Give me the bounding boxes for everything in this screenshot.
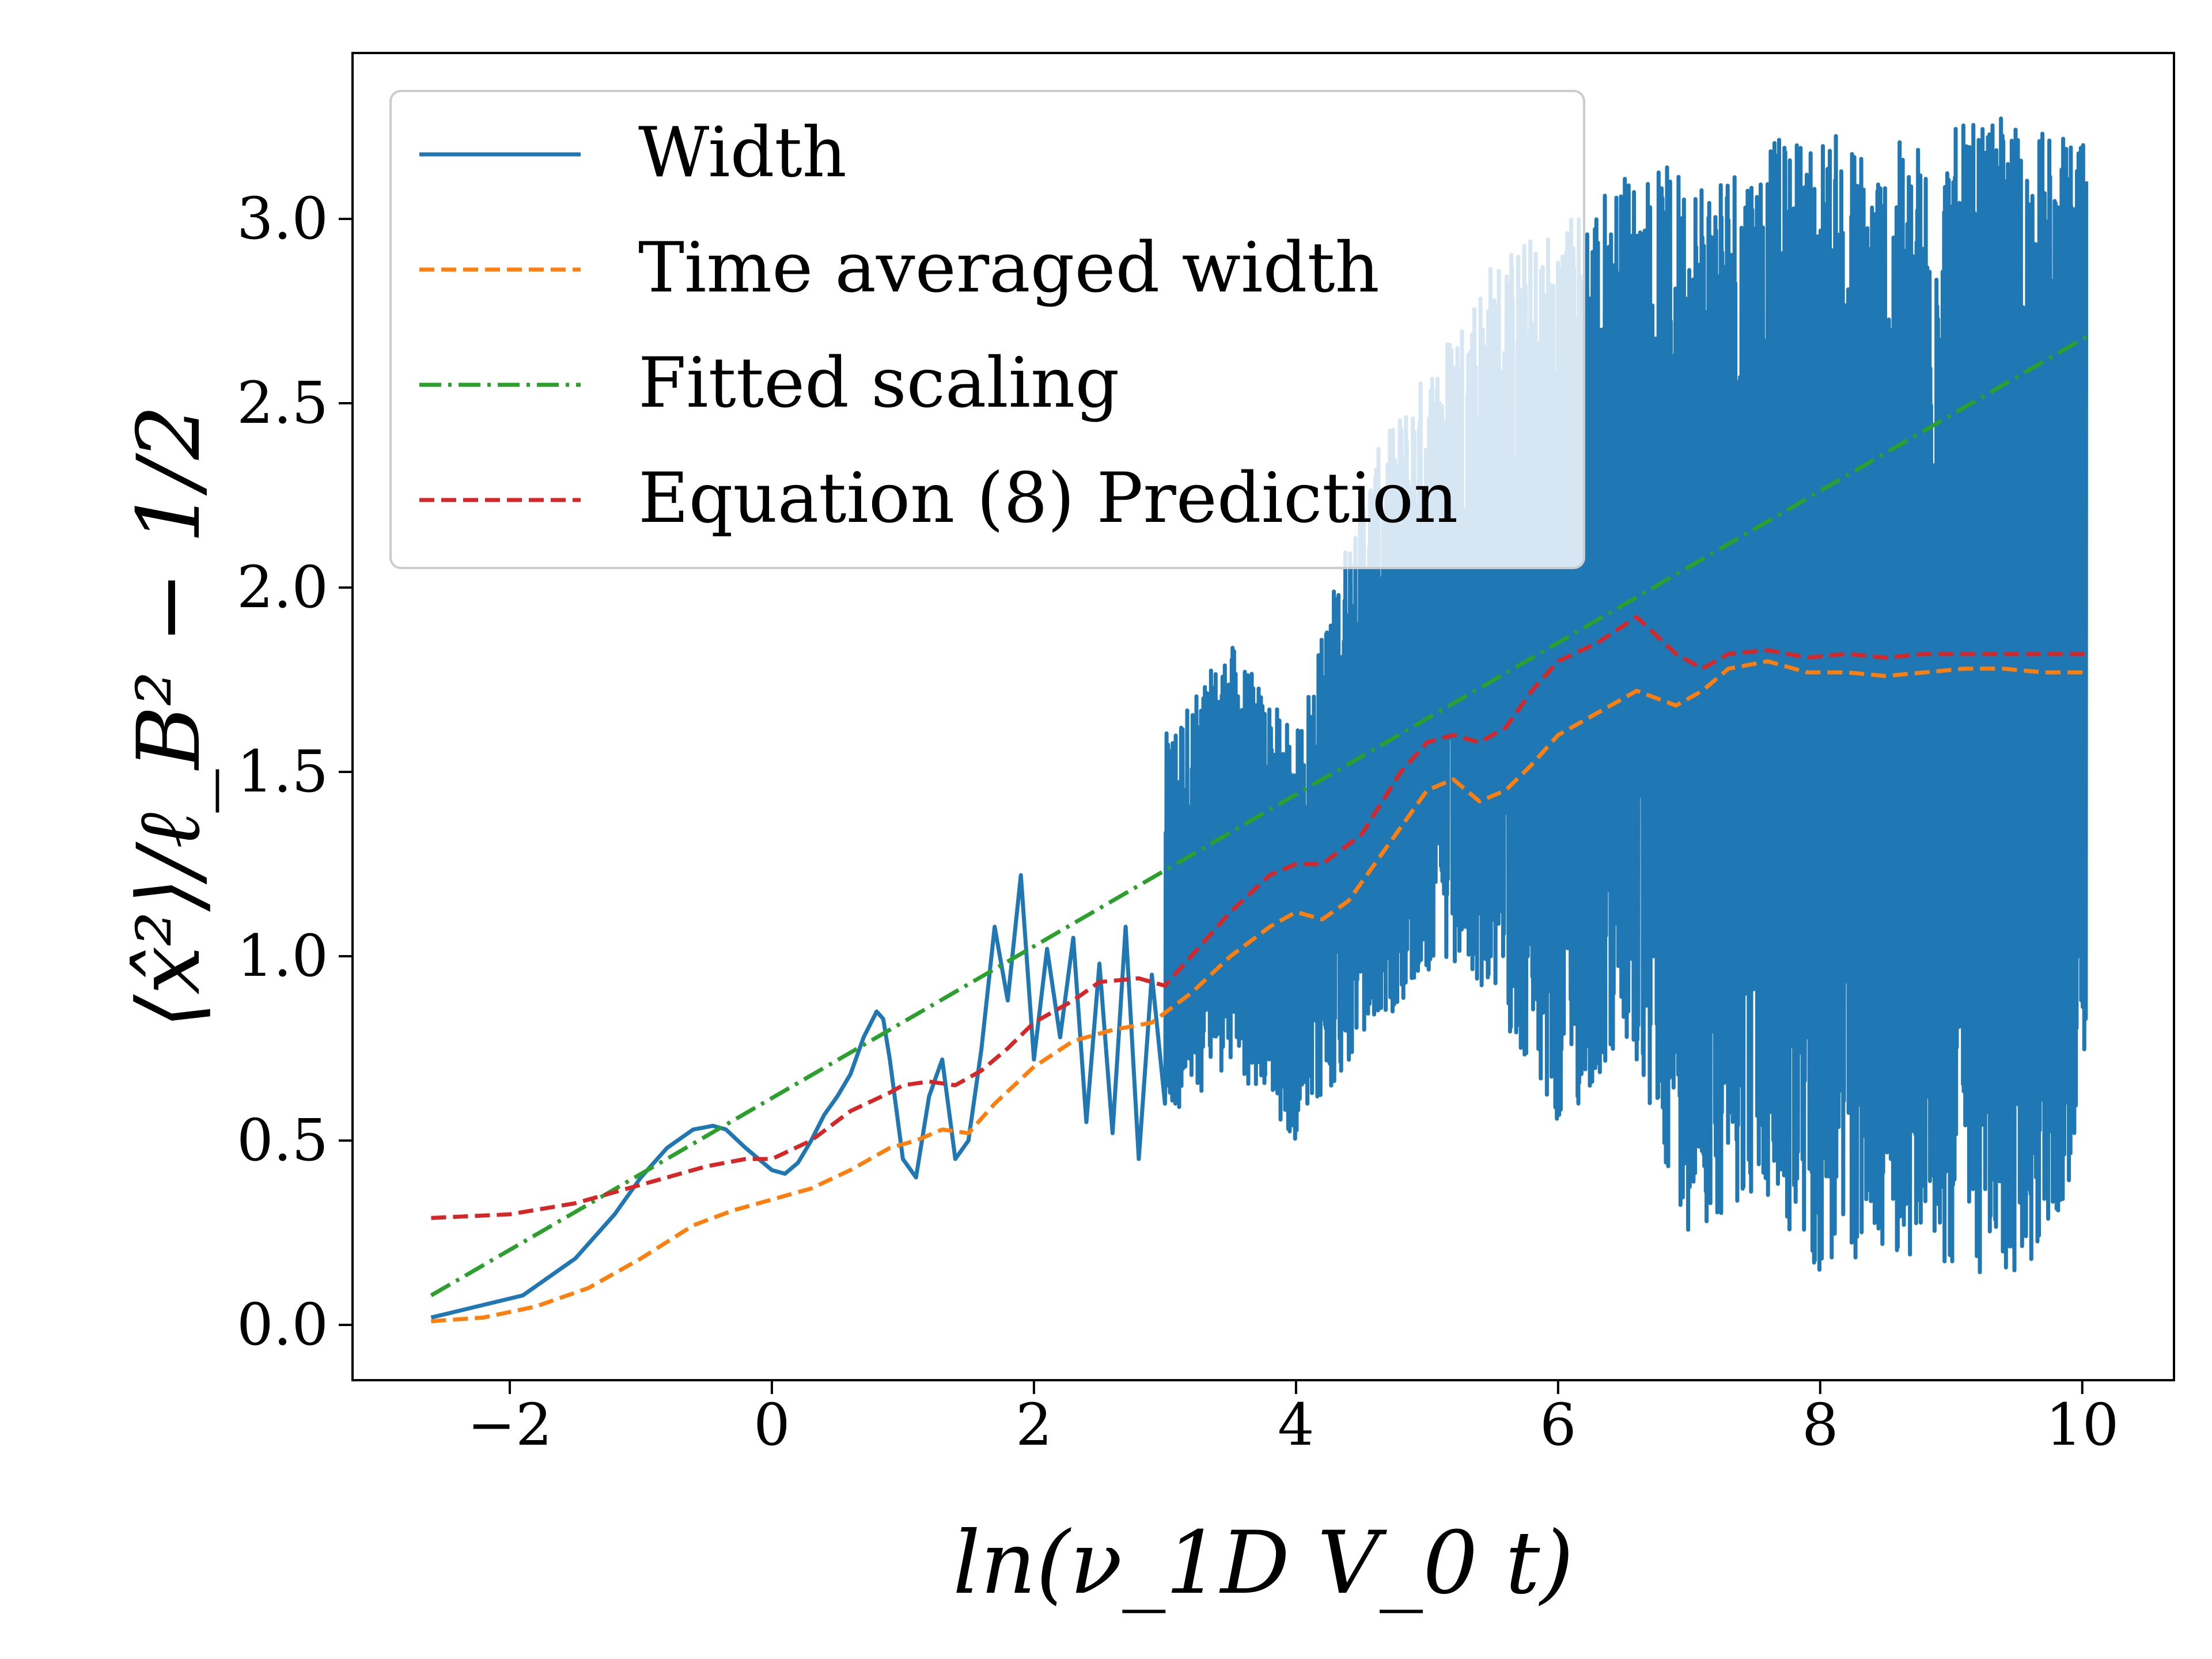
legend-label: Time averaged width	[638, 228, 1380, 308]
x-tick-label: 2	[1016, 1391, 1052, 1459]
series-3	[430, 335, 2088, 1297]
legend: Width Time averaged width Fitted scaling Eq…	[389, 90, 1585, 569]
series-layer	[430, 116, 2089, 1324]
y-tick-label: 1.0	[237, 922, 328, 990]
x-tick-label: 6	[1540, 1391, 1577, 1459]
plot-frame	[351, 52, 2175, 1381]
legend-box	[389, 90, 1585, 569]
x-tick-label: 4	[1278, 1391, 1315, 1459]
series-2	[431, 659, 2086, 1324]
y-tick-label: 1.5	[237, 738, 328, 805]
series-width-line	[430, 116, 2089, 1320]
series-4	[431, 615, 2086, 1220]
y-axis-label: ⟨x̂²⟩/ℓ_B² − 1/2	[119, 405, 219, 1029]
x-tick-label: −2	[467, 1391, 552, 1459]
legend-label: Width	[638, 113, 847, 193]
x-tick-label: 10	[2046, 1391, 2119, 1459]
y-tick-label: 2.0	[237, 554, 328, 621]
series-width	[430, 116, 2089, 1320]
x-axis-label: ln(ν_1D V_0 t)	[953, 1513, 1574, 1613]
legend-label: Equation (8) Prediction	[638, 459, 1458, 539]
legend-label: Fitted scaling	[638, 343, 1119, 423]
y-tick-label: 0.0	[237, 1291, 328, 1358]
tick-layer: −2 0 2 4 6 8 10 0.0 0.5 1.0 1.5 2.0 2.5 3.0	[237, 185, 2119, 1459]
y-tick-label: 3.0	[237, 185, 328, 252]
series-line	[430, 335, 2088, 1297]
x-tick-label: 0	[753, 1391, 790, 1459]
series-line	[431, 659, 2086, 1324]
x-tick-label: 8	[1802, 1391, 1839, 1459]
series-line	[431, 615, 2086, 1220]
y-tick-label: 2.5	[237, 369, 328, 437]
y-tick-label: 0.5	[237, 1107, 328, 1174]
